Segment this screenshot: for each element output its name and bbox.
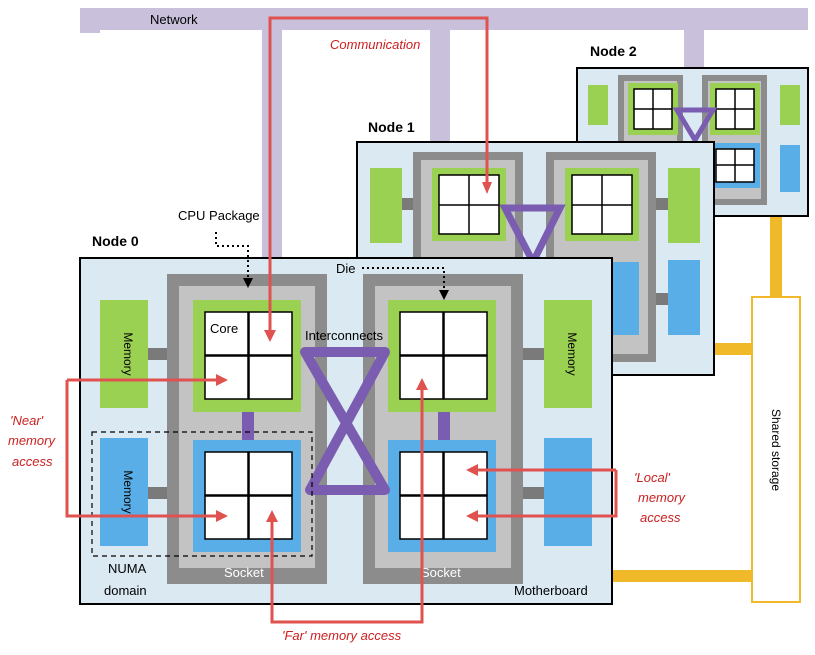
memory-green-left: [100, 300, 148, 408]
memory-label-2: Memory: [565, 332, 579, 375]
shared-storage: [751, 296, 801, 603]
communication-label: Communication: [330, 37, 420, 52]
socket-label-1: Socket: [224, 565, 264, 580]
local-label-line3: access: [640, 510, 681, 525]
motherboard-label: Motherboard: [514, 583, 588, 598]
memory-label-3: Memory: [121, 470, 135, 513]
numa-label-line2: domain: [104, 583, 147, 598]
die-label: Die: [336, 261, 356, 276]
memory-blue-right: [544, 438, 592, 546]
shared-storage-label: Shared storage: [769, 409, 783, 491]
node-1-label: Node 1: [368, 119, 415, 135]
near-label-line2: memory: [8, 433, 56, 448]
near-label-line1: 'Near': [10, 413, 44, 428]
node-2-label: Node 2: [590, 43, 637, 59]
numa-domain-box: [91, 431, 313, 557]
socket-label-2: Socket: [421, 565, 461, 580]
memory-green-right: [544, 300, 592, 408]
memory-blue-left: [100, 438, 148, 546]
local-label-line1: 'Local': [634, 470, 671, 485]
node-0: [79, 257, 613, 605]
network-label: Network: [150, 12, 198, 27]
arrowheads: [216, 182, 492, 522]
node-0-label: Node 0: [92, 233, 139, 249]
memory-label-1: Memory: [121, 332, 135, 375]
local-label-line2: memory: [638, 490, 686, 505]
cpu-package-label: CPU Package: [178, 208, 260, 223]
near-label-line3: access: [12, 454, 53, 469]
storage-links: [612, 215, 782, 582]
interconnects-label: Interconnects: [305, 328, 384, 343]
numa-label-line1: NUMA: [108, 561, 147, 576]
far-label: 'Far' memory access: [282, 628, 402, 643]
access-arrows: [65, 16, 618, 624]
core-label: Core: [210, 321, 238, 336]
pointer-arrows: [215, 232, 445, 290]
